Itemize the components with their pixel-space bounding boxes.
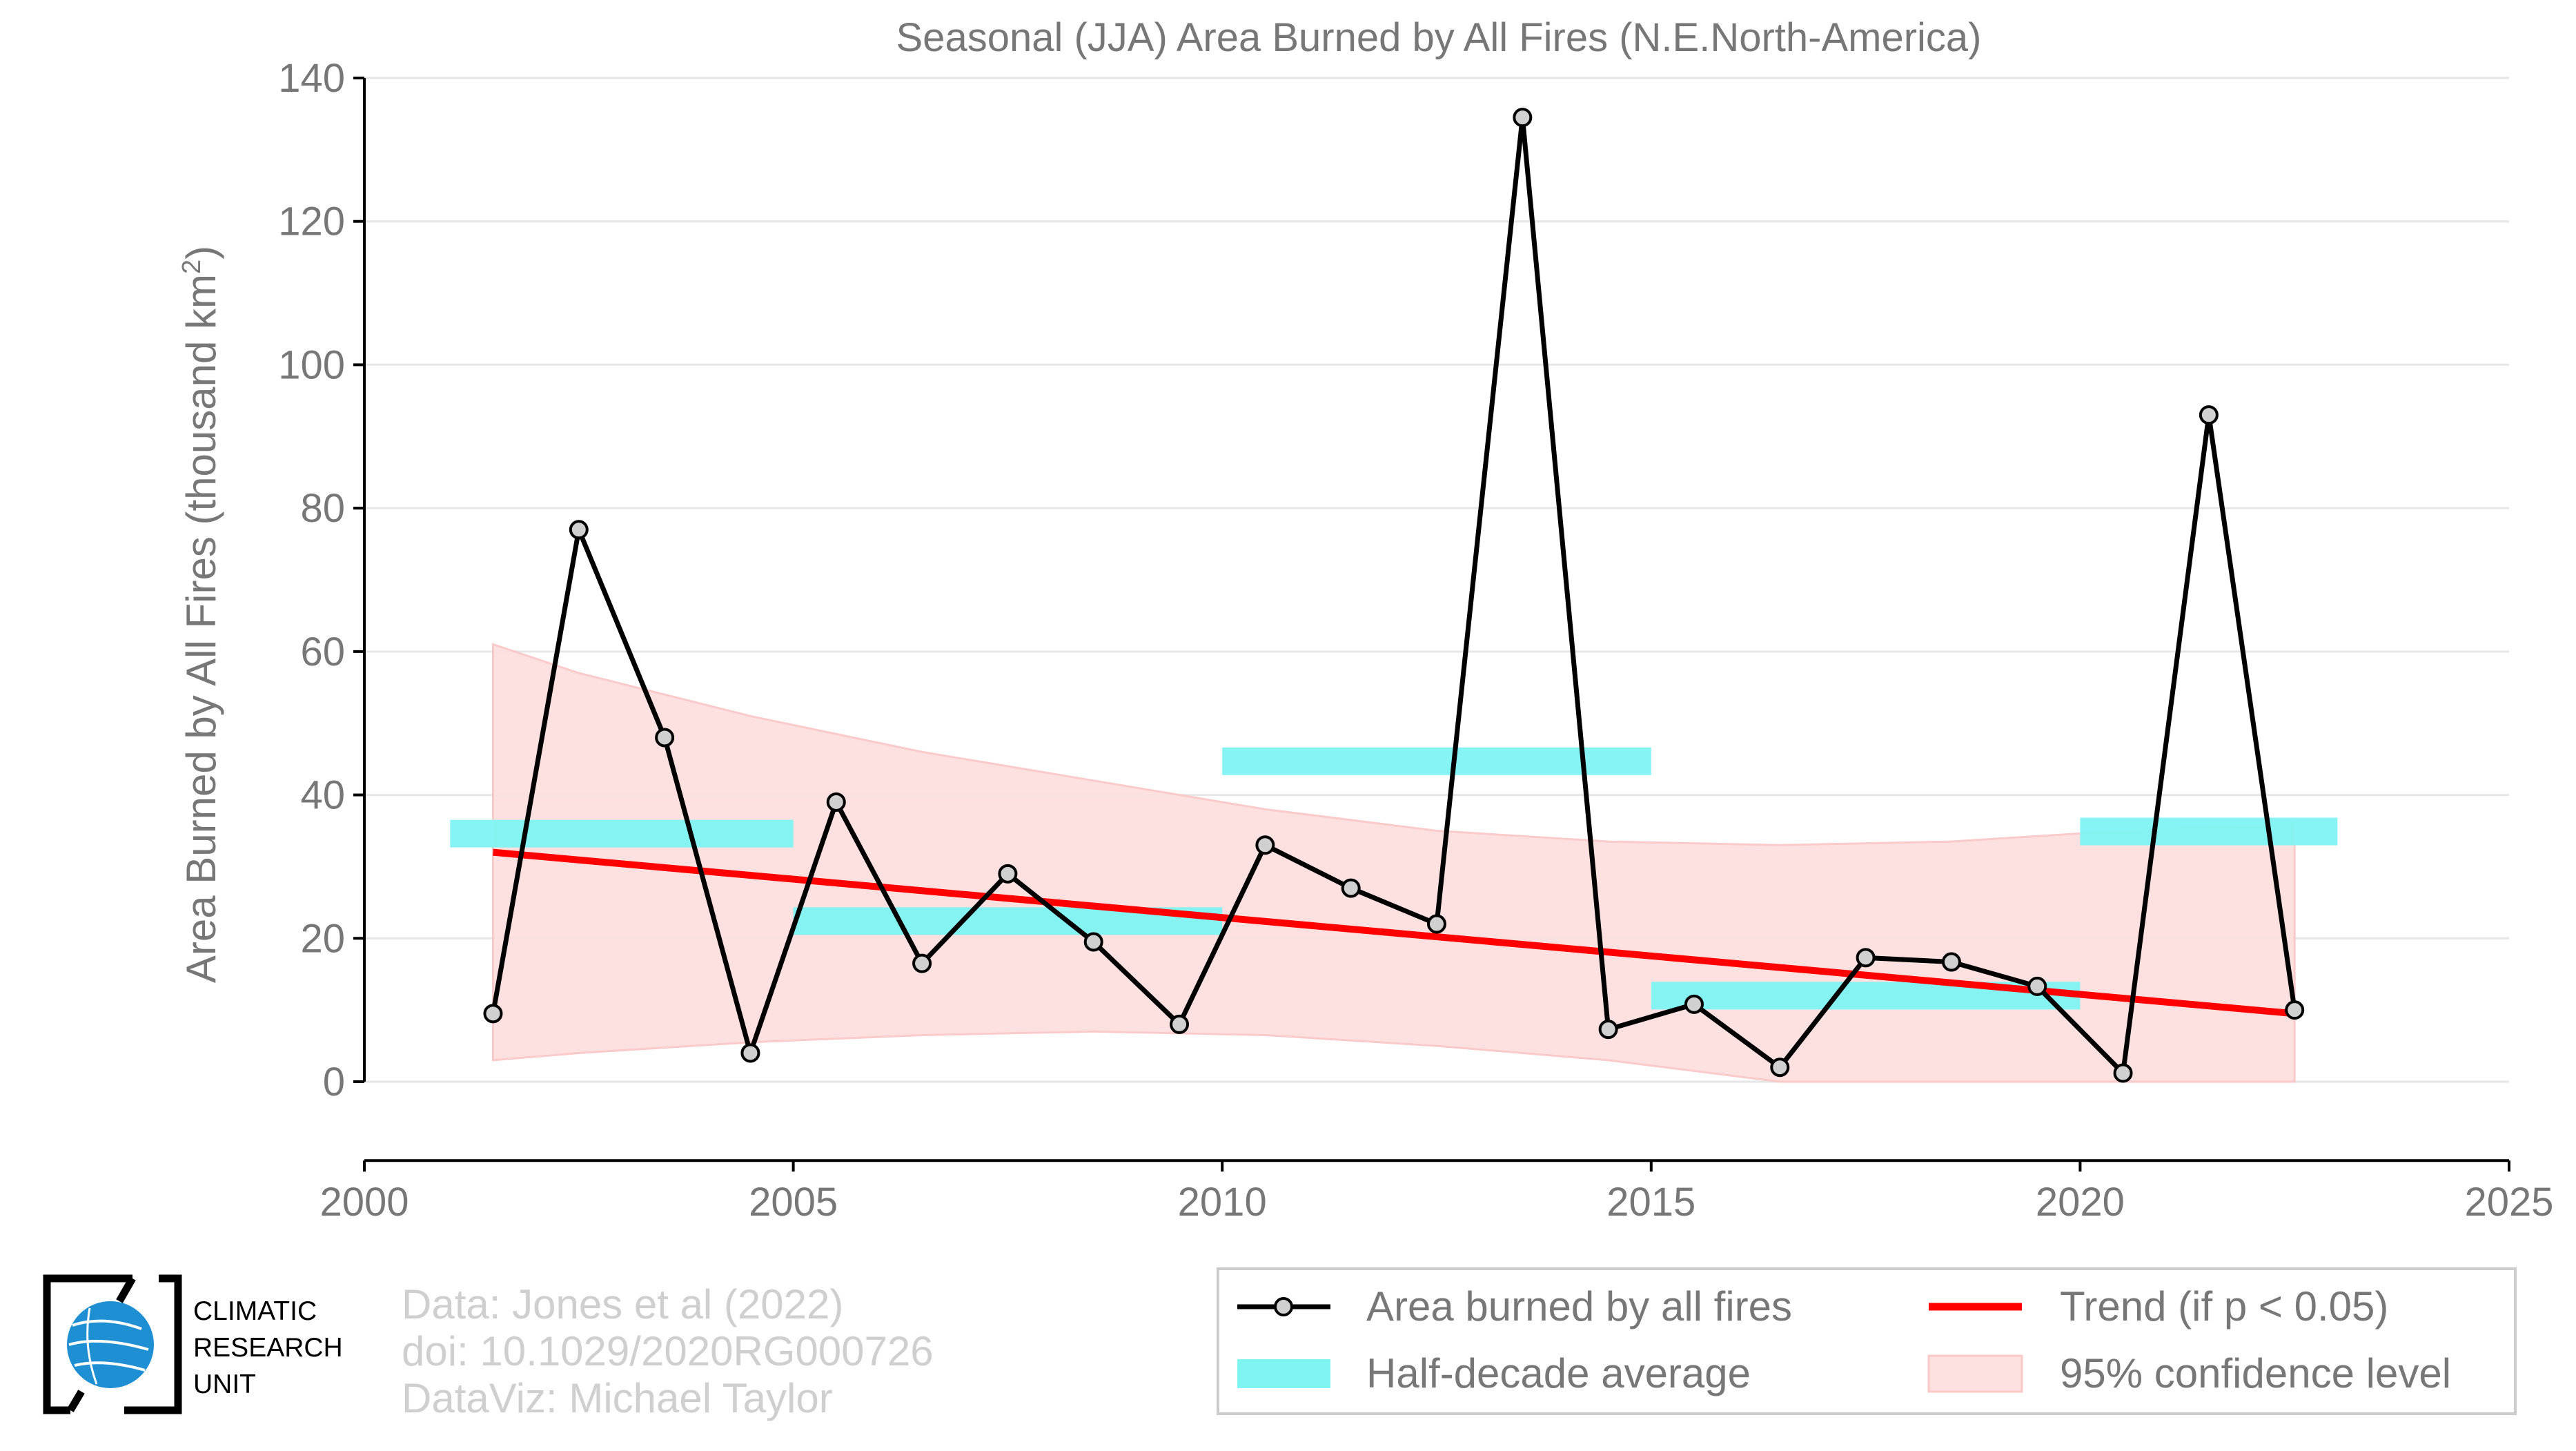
credit-data: Data: Jones et al (2022) xyxy=(402,1281,843,1327)
data-point xyxy=(1684,994,1704,1014)
legend-label-confidence: 95% confidence level xyxy=(2060,1350,2451,1396)
data-point xyxy=(655,728,675,748)
logo-slash-top xyxy=(116,1276,136,1303)
y-tick-label: 60 xyxy=(300,630,345,674)
logo-slash-bottom xyxy=(67,1390,85,1412)
data-point xyxy=(2113,1063,2133,1083)
data-point xyxy=(1255,835,1275,855)
logo-line-3: UNIT xyxy=(193,1370,256,1399)
x-tick-label: 2005 xyxy=(749,1180,838,1225)
x-tick-label: 2000 xyxy=(319,1180,409,1225)
data-point xyxy=(998,864,1018,884)
data-point xyxy=(740,1043,760,1063)
data-point xyxy=(1083,932,1103,952)
half-decade-bar xyxy=(450,819,794,848)
data-point xyxy=(1598,1020,1618,1040)
trend-layer xyxy=(493,848,2295,1017)
half-decade-bar xyxy=(1222,747,1651,775)
legend-label-trend: Trend (if p < 0.05) xyxy=(2060,1283,2388,1330)
data-point xyxy=(826,792,846,812)
data-point xyxy=(1770,1058,1790,1078)
x-tick-label: 2020 xyxy=(2036,1180,2125,1225)
legend-symbol-pink-patch xyxy=(1927,1354,2023,1393)
data-point xyxy=(2285,1000,2305,1020)
half-decade-bar xyxy=(2080,817,2338,846)
data-line-layer xyxy=(483,108,2305,1083)
credit-doi: doi: 10.1029/2020RG000726 xyxy=(402,1328,934,1374)
data-point xyxy=(912,953,932,973)
legend-item-trend: Trend (if p < 0.05) xyxy=(1929,1283,2388,1330)
x-tick-label: 2025 xyxy=(2464,1180,2553,1225)
y-axis-label-close: ) xyxy=(178,246,224,260)
y-tick-label: 80 xyxy=(300,486,345,531)
data-point xyxy=(1427,914,1446,934)
credit-dataviz: DataViz: Michael Taylor xyxy=(402,1375,833,1421)
legend-symbol-marker xyxy=(1274,1297,1293,1316)
logo-line-2: RESEARCH xyxy=(193,1333,343,1363)
y-axis-label: Area Burned by All Fires (thousand km2) xyxy=(177,246,224,983)
data-point xyxy=(483,1004,503,1024)
trend-line xyxy=(493,848,2295,1017)
area-burned-line xyxy=(491,115,2297,1076)
x-tick-label: 2010 xyxy=(1178,1180,1267,1225)
credits: Data: Jones et al (2022) doi: 10.1029/20… xyxy=(402,1281,934,1421)
y-tick-label: 0 xyxy=(323,1060,345,1104)
logo-line-1: CLIMATIC xyxy=(193,1296,317,1326)
legend-frame xyxy=(1217,1267,2517,1415)
x-tick-label: 2015 xyxy=(1606,1180,1695,1225)
cru-logo: CLIMATIC RESEARCH UNIT xyxy=(43,1274,343,1414)
x-tick-labels: 2000 2005 2010 2015 2020 2025 xyxy=(319,1180,2553,1225)
legend-label-half-decade: Half-decade average xyxy=(1366,1350,1751,1396)
data-point xyxy=(1341,878,1361,898)
globe-icon xyxy=(67,1301,154,1388)
legend: Area burned by all fires Trend (if p < 0… xyxy=(1217,1267,2517,1415)
data-point xyxy=(1513,108,1533,128)
legend-label-area-burned: Area burned by all fires xyxy=(1366,1283,1792,1330)
logo-bracket-left xyxy=(43,1274,132,1414)
legend-item-area-burned: Area burned by all fires xyxy=(1237,1283,1792,1330)
legend-item-confidence: 95% confidence level xyxy=(1927,1350,2451,1396)
y-tick-label: 40 xyxy=(300,773,345,818)
y-tick-label: 20 xyxy=(300,916,345,961)
data-point xyxy=(1170,1014,1190,1034)
chart-title: Seasonal (JJA) Area Burned by All Fires … xyxy=(896,15,1982,60)
y-tick-labels: 0 20 40 60 80 100 120 140 xyxy=(278,56,345,1104)
data-point xyxy=(2199,405,2219,425)
y-tick-label: 100 xyxy=(278,342,345,387)
y-axis-label-superscript: 2 xyxy=(177,260,206,274)
legend-symbol-cyan-bar xyxy=(1237,1359,1330,1388)
y-tick-label: 140 xyxy=(278,56,345,101)
logo-bracket-right xyxy=(124,1274,182,1414)
data-point xyxy=(569,520,589,540)
data-point xyxy=(1856,948,1876,968)
legend-item-half-decade: Half-decade average xyxy=(1237,1350,1751,1396)
axes xyxy=(363,78,2510,1172)
data-point xyxy=(1941,952,1961,972)
data-point xyxy=(2027,976,2047,996)
y-tick-label: 120 xyxy=(278,199,345,244)
